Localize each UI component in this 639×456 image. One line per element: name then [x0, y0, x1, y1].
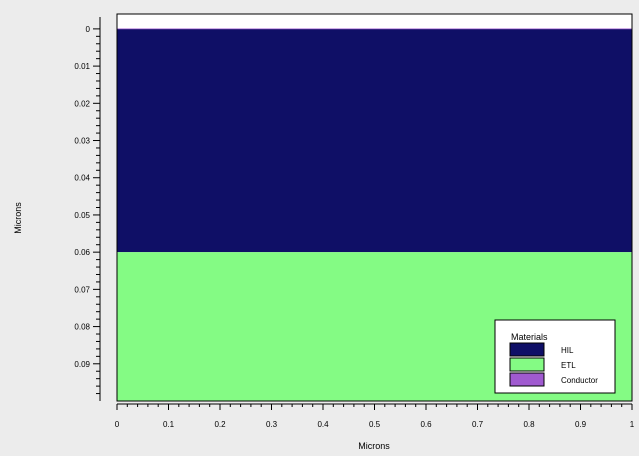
y-tick-label: 0.08	[74, 323, 90, 332]
x-axis: 0 0.1 0.2 0.3 0.4 0.5 0.6 0.7 0.8 0.9 1	[115, 403, 635, 429]
legend-swatch-etl	[509, 357, 545, 372]
legend-entries: HIL ETL Conductor	[509, 342, 598, 387]
x-tick-label: 0.4	[317, 420, 329, 429]
x-tick-label: 0.8	[523, 420, 535, 429]
plot-frame	[116, 13, 633, 402]
legend-swatch-conductor	[509, 372, 545, 387]
legend-title: Materials	[511, 332, 548, 342]
x-tick-label: 0.9	[575, 420, 587, 429]
x-tick-label: 0.5	[369, 420, 381, 429]
x-tick-label: 0.7	[472, 420, 484, 429]
y-tick-label: 0.06	[74, 248, 90, 257]
x-axis-label: Microns	[358, 441, 390, 451]
legend-swatch-hil	[509, 342, 545, 357]
y-tick-label: 0.03	[74, 137, 90, 146]
x-tick-label: 0.6	[420, 420, 432, 429]
legend: Materials HIL ETL Conductor	[494, 319, 616, 394]
y-tick-label: 0	[86, 25, 91, 34]
x-tick-label: 0	[115, 420, 120, 429]
y-axis-label: Microns	[13, 202, 23, 234]
legend-label-hil: HIL	[561, 346, 574, 355]
legend-label-conductor: Conductor	[561, 376, 598, 385]
legend-label-etl: ETL	[561, 361, 576, 370]
x-tick-label: 1	[630, 420, 635, 429]
x-tick-label: 0.2	[214, 420, 226, 429]
x-tick-label: 0.1	[163, 420, 175, 429]
y-tick-label: 0.05	[74, 211, 90, 220]
y-axis: 0 0.01 0.02 0.03 0.04 0.05 0.06 0.07 0.08 0.09	[74, 17, 101, 401]
y-tick-label: 0.01	[74, 62, 90, 71]
y-tick-label: 0.07	[74, 285, 90, 294]
region-hil	[117, 29, 632, 253]
y-tick-label: 0.02	[74, 99, 90, 108]
y-tick-label: 0.04	[74, 174, 90, 183]
x-tick-label: 0.3	[266, 420, 278, 429]
region-conductor	[117, 28, 632, 30]
y-tick-label: 0.09	[74, 360, 90, 369]
